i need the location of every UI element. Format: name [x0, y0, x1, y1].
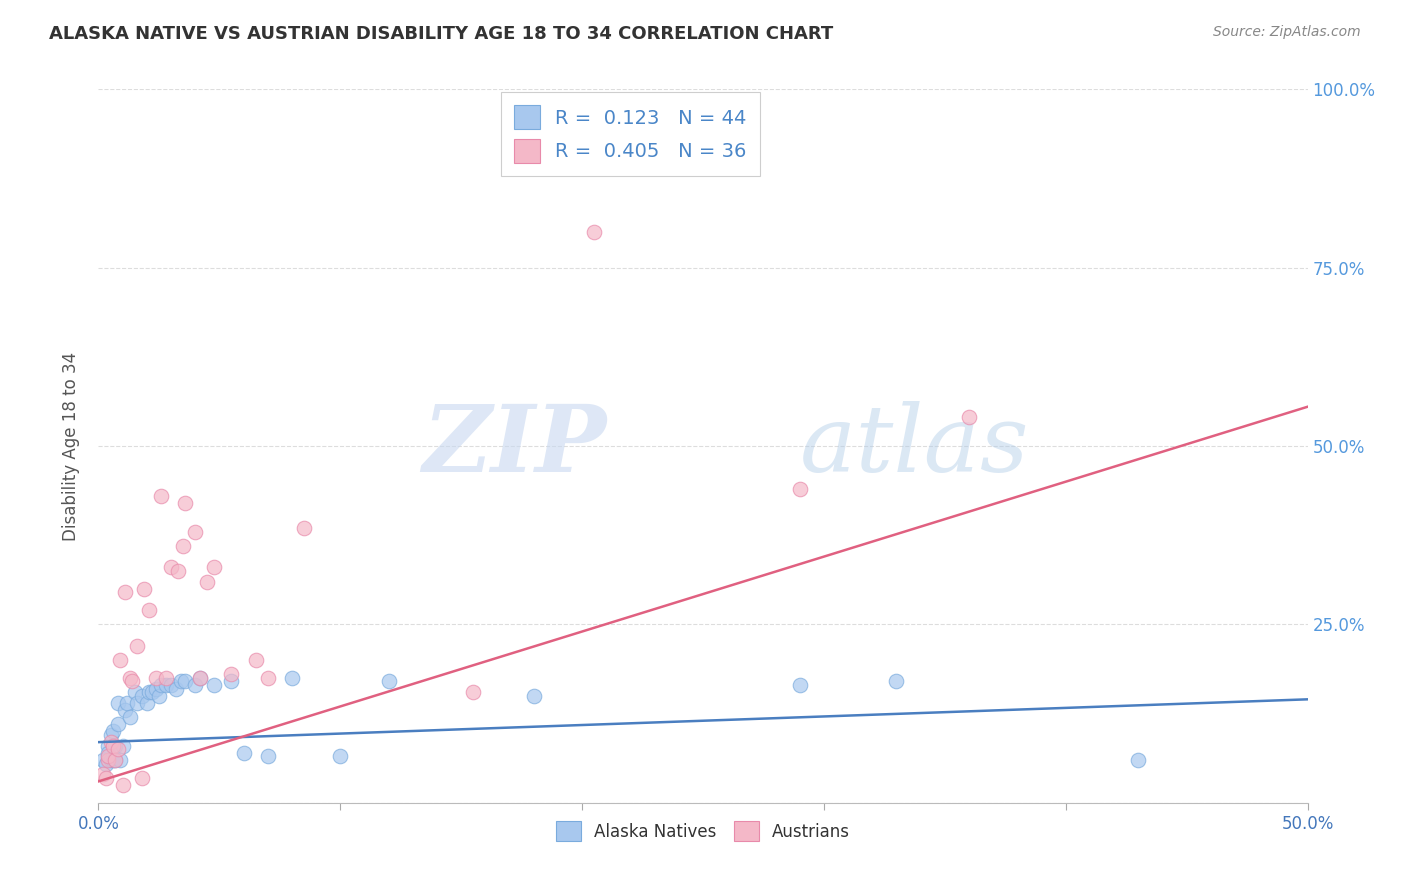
Point: [118, 710, 141, 724]
Point: [169, 674, 191, 689]
Y-axis label: Disability Age 18 to 34: Disability Age 18 to 34: [62, 351, 80, 541]
Point: [789, 678, 811, 692]
Point: [148, 689, 170, 703]
Point: [174, 674, 197, 689]
Point: [256, 671, 278, 685]
Point: [281, 671, 304, 685]
Point: [114, 703, 136, 717]
Point: [97, 753, 120, 767]
Point: [957, 410, 980, 425]
Point: [124, 685, 146, 699]
Point: [127, 696, 149, 710]
Text: ZIP: ZIP: [422, 401, 606, 491]
Point: [100, 753, 122, 767]
Point: [100, 735, 122, 749]
Point: [97, 746, 120, 760]
Point: [101, 739, 124, 753]
Point: [104, 753, 127, 767]
Point: [127, 639, 149, 653]
Point: [101, 753, 124, 767]
Legend: R =  0.123   N = 44, R =  0.405   N = 36: R = 0.123 N = 44, R = 0.405 N = 36: [501, 92, 761, 177]
Point: [111, 778, 134, 792]
Point: [155, 678, 177, 692]
Point: [91, 753, 114, 767]
Point: [155, 671, 177, 685]
Point: [94, 756, 117, 771]
Point: [256, 749, 278, 764]
Point: [204, 560, 226, 574]
Point: [135, 696, 157, 710]
Point: [245, 653, 267, 667]
Point: [195, 574, 218, 589]
Point: [160, 678, 183, 692]
Point: [97, 739, 120, 753]
Text: Source: ZipAtlas.com: Source: ZipAtlas.com: [1213, 25, 1361, 39]
Point: [150, 678, 173, 692]
Point: [91, 767, 114, 781]
Point: [292, 521, 315, 535]
Point: [789, 482, 811, 496]
Point: [463, 685, 485, 699]
Point: [174, 496, 197, 510]
Point: [117, 696, 139, 710]
Point: [100, 728, 122, 742]
Point: [167, 564, 190, 578]
Point: [107, 717, 129, 731]
Point: [886, 674, 908, 689]
Point: [101, 724, 124, 739]
Point: [150, 489, 173, 503]
Point: [188, 671, 211, 685]
Point: [145, 671, 167, 685]
Point: [204, 678, 226, 692]
Point: [172, 539, 194, 553]
Point: [232, 746, 254, 760]
Text: atlas: atlas: [800, 401, 1029, 491]
Point: [107, 696, 129, 710]
Point: [160, 560, 183, 574]
Point: [111, 739, 134, 753]
Point: [118, 671, 141, 685]
Point: [134, 582, 156, 596]
Point: [138, 603, 160, 617]
Point: [523, 689, 546, 703]
Point: [114, 585, 136, 599]
Point: [184, 678, 207, 692]
Point: [104, 753, 127, 767]
Point: [97, 749, 120, 764]
Point: [108, 753, 131, 767]
Point: [131, 771, 153, 785]
Point: [1128, 753, 1150, 767]
Point: [583, 225, 606, 239]
Point: [121, 674, 143, 689]
Point: [184, 524, 207, 539]
Point: [94, 771, 117, 785]
Point: [131, 689, 153, 703]
Point: [108, 653, 131, 667]
Point: [141, 685, 163, 699]
Point: [138, 685, 160, 699]
Point: [145, 681, 167, 696]
Point: [104, 739, 127, 753]
Point: [188, 671, 211, 685]
Text: ALASKA NATIVE VS AUSTRIAN DISABILITY AGE 18 TO 34 CORRELATION CHART: ALASKA NATIVE VS AUSTRIAN DISABILITY AGE…: [49, 25, 834, 43]
Point: [221, 674, 243, 689]
Point: [329, 749, 352, 764]
Point: [221, 667, 243, 681]
Point: [107, 742, 129, 756]
Point: [377, 674, 399, 689]
Point: [165, 681, 187, 696]
